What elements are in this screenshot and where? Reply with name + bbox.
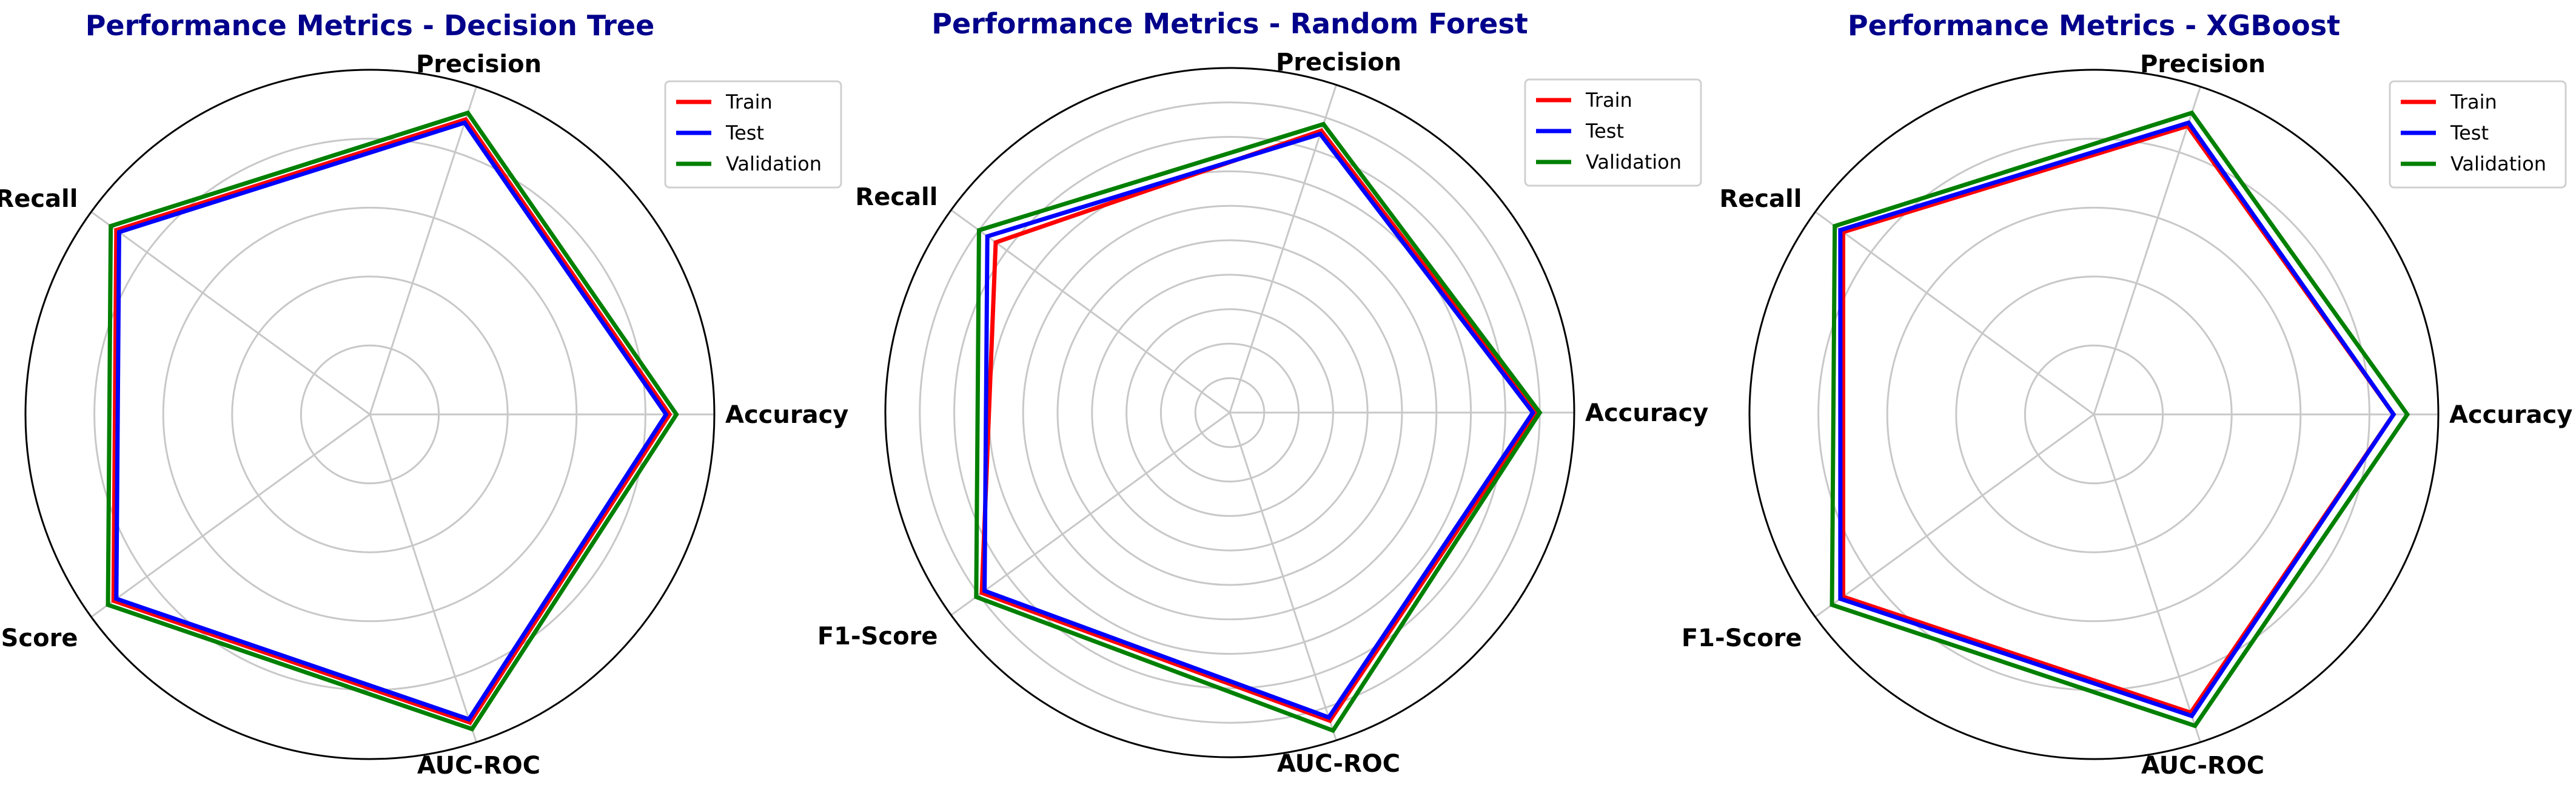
chart-title: Performance Metrics - Random Forest — [931, 7, 1528, 40]
legend-label-test: Test — [725, 121, 764, 144]
polar-frame — [884, 67, 1575, 758]
series-line-train — [1840, 123, 2397, 715]
grid-spoke-precision — [369, 86, 477, 415]
grid-spoke-auc-roc — [2093, 414, 2201, 743]
legend-label-test: Test — [1585, 120, 1624, 143]
radar-chart-performance-metrics-xgboost: Accuracy Precision Recall F1-Score AUC-ROC Pe… — [1682, 9, 2573, 780]
axis-label-auc-roc: AUC-ROC — [1277, 750, 1400, 778]
axis-label-f1-score: F1-Score — [817, 623, 938, 650]
series-line-validation — [106, 110, 679, 732]
chart-title: Performance Metrics - Decision Tree — [86, 9, 655, 42]
grid-spoke-auc-roc — [1229, 412, 1337, 741]
axis-label-auc-roc: AUC-ROC — [2141, 752, 2264, 780]
polar-frame — [1748, 69, 2440, 760]
axis-label-accuracy: Accuracy — [2449, 401, 2572, 429]
series-line-test — [114, 120, 669, 722]
legend-label-train: Train — [1585, 89, 1632, 112]
legend-label-validation: Validation — [726, 152, 822, 175]
series-group — [106, 110, 679, 732]
legend-label-validation: Validation — [1586, 150, 1682, 174]
grid-spoke-f1-score — [90, 413, 371, 618]
legend-box — [1524, 78, 1702, 187]
legend-label-validation: Validation — [2450, 152, 2546, 175]
axis-label-accuracy: Accuracy — [725, 401, 848, 429]
axis-label-f1-score: F1-Score — [1682, 624, 1802, 652]
series-group — [1830, 110, 2410, 729]
grid-spoke-f1-score — [1814, 413, 2095, 618]
spoke-gridlines — [90, 86, 714, 743]
grid-spoke-recall — [1814, 211, 2095, 416]
axis-label-precision: Precision — [2140, 50, 2266, 78]
spoke-gridlines — [950, 84, 1574, 741]
axis-label-f1-score: F1-Score — [0, 624, 78, 652]
series-line-test — [982, 131, 1536, 720]
radar-chart-performance-metrics-decision-tree: Accuracy Precision Recall F1-Score AUC-ROC Pe… — [0, 9, 848, 780]
legend-label-train: Train — [2450, 90, 2497, 113]
grid-spoke-f1-score — [950, 411, 1230, 616]
legend: Train Test Validation — [2389, 80, 2567, 189]
grid-spoke-precision — [2093, 86, 2201, 415]
axis-label-recall: Recall — [0, 185, 78, 213]
grid-spoke-recall — [90, 211, 371, 416]
axis-label-recall: Recall — [1719, 185, 1802, 213]
legend: Train Test Validation — [664, 80, 842, 189]
series-group — [974, 121, 1543, 734]
series-line-train — [979, 128, 1539, 724]
series-line-validation — [1830, 110, 2410, 729]
grid-spoke-precision — [1229, 84, 1337, 413]
legend: Train Test Validation — [1524, 78, 1702, 187]
grid-spoke-auc-roc — [369, 414, 477, 743]
chart-title: Performance Metrics - XGBoost — [1848, 9, 2340, 42]
axis-label-precision: Precision — [416, 50, 542, 78]
axis-label-recall: Recall — [855, 183, 937, 211]
series-line-test — [1838, 120, 2397, 719]
polar-frame — [24, 69, 716, 760]
axis-label-auc-roc: AUC-ROC — [417, 752, 540, 780]
legend-label-train: Train — [725, 90, 773, 113]
legend-box — [664, 80, 842, 189]
axis-label-precision: Precision — [1276, 49, 1401, 76]
spoke-gridlines — [1814, 86, 2438, 743]
series-line-train — [111, 116, 673, 725]
series-line-validation — [974, 121, 1543, 734]
legend-box — [2389, 80, 2567, 189]
radar-chart-performance-metrics-random-forest: Accuracy Precision Recall F1-Score AUC-ROC Pe… — [817, 7, 1709, 778]
legend-label-test: Test — [2450, 121, 2489, 144]
axis-label-accuracy: Accuracy — [1585, 399, 1708, 427]
